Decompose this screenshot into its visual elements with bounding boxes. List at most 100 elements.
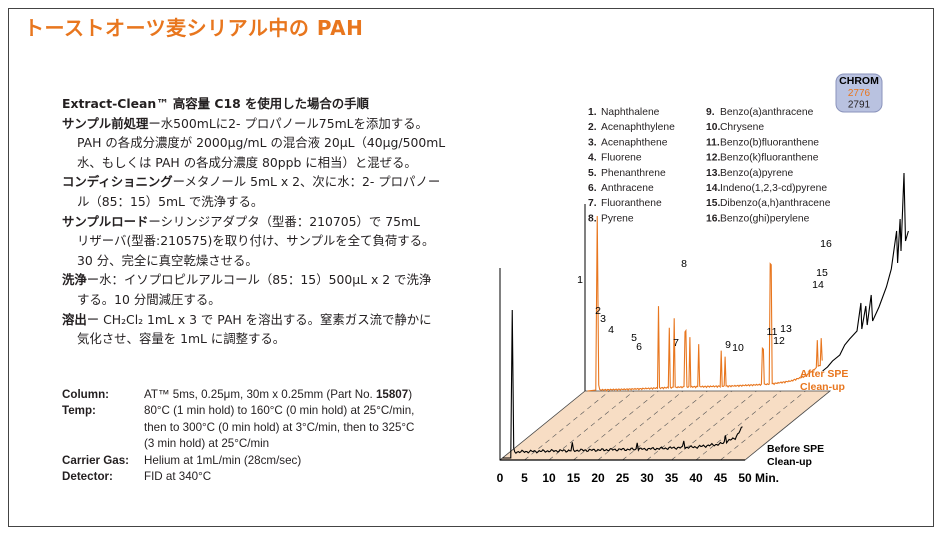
legend-name: Pyrene [601,213,634,224]
method-step-text: ーメタノール 5mL x 2、次に水：2- プロパノー [172,174,441,190]
condition-label: Carrier Gas: [62,453,130,467]
method-line: 30 分、完全に真空乾燥させる。 [62,251,482,271]
legend-number: 13. [706,168,720,179]
method-line: 気化させ、容量を 1mL に調整する。 [62,329,482,349]
method-heading: Extract-Clean™ 高容量 C18 を使用した場合の手順 [62,96,369,111]
figure-frame [8,8,934,527]
method-step-text: 気化させ、容量を 1mL に調整する。 [77,331,286,347]
condition-value-part: 15807 [375,388,409,401]
chrom-badge: CHROM 2776 2791 [835,73,883,113]
legend-name: Fluorene [601,153,642,164]
x-tick-label: 45 [714,471,728,485]
condition-value: (3 min hold) at 25°C/min [144,437,270,451]
peak-label: 6 [636,341,642,353]
method-step-text: PAH の各成分濃度が 2000μg/mL の混合液 20μL（40μg/500… [77,135,446,151]
method-line: 洗浄ー水：イソプロピルアルコール（85：15）500μL x 2 で洗浄 [62,270,482,290]
floor-gridline [524,390,610,461]
method-step-text: リザーバ(型番:210575)を取り付け、サンプルを全て負荷する。 [77,233,435,249]
legend-name: Benzo(a)pyrene [720,168,794,179]
legend-number: 11. [706,137,720,148]
method-line: する。10 分間減圧する。 [62,290,482,310]
condition-value: FID at 340°C [144,470,212,484]
condition-row: Detector: FID at 340°C [62,469,414,485]
badge-background [835,73,883,113]
floor-gridline [597,390,684,461]
peak-label: 9 [725,339,731,351]
x-tick-label: 5 [521,471,528,485]
x-tick-label: 40 [689,471,703,485]
peak-label: 5 [631,332,637,344]
method-line: リザーバ(型番:210575)を取り付け、サンプルを全て負荷する。 [62,231,482,251]
conditions-block: Column: AT™ 5ms, 0.25μm, 30m x 0.25mm (Pa… [62,387,414,485]
condition-value: 80°C (1 min hold) to 160°C (0 min hold) … [144,404,415,418]
after-series-line-late [822,172,909,372]
floor-gridline [646,390,733,461]
after-series-label: Clean-up [800,381,845,393]
method-step-text: ー CH₂Cl₂ 1mL x 3 で PAH を溶出する。窒素ガス流で静かに [86,311,432,327]
method-step-text: する。10 分間減圧する。 [77,291,221,307]
legend-name: Benzo(k)fluoranthene [720,153,819,164]
legend-number: 3. [588,137,597,148]
legend-number: 7. [588,198,597,209]
x-tick-label: 0 [497,471,504,485]
floor-gridline [744,390,831,461]
condition-row: then to 300°C (0 min hold) at 3°C/min, t… [62,420,414,436]
floor-gridline [573,390,659,461]
legend-number: 4. [588,153,597,164]
legend-number: 10. [706,122,720,133]
legend-name: Chrysene [720,122,764,133]
x-axis-label: Min. [755,471,779,485]
floor-gridline [622,390,708,461]
legend-name: Benzo(ghi)perylene [720,213,810,224]
x-tick-label: 35 [665,471,679,485]
condition-label: Temp: [62,404,96,418]
legend-number: 14. [706,183,720,194]
badge-title: CHROM [839,75,879,87]
legend-number: 2. [588,122,597,133]
floor-gridline [695,390,782,461]
method-line: 水、もしくは PAH の各成分濃度 80ppb に相当）と混ぜる。 [62,153,482,173]
x-tick-label: 30 [640,471,654,485]
peak-label: 1 [577,274,583,286]
x-tick-label: 25 [616,471,630,485]
legend-name: Indeno(1,2,3-cd)pyrene [720,183,827,194]
method-line: サンプル前処理ー水500mLに2- プロパノール75mLを添加する。 [62,114,482,134]
legend-name: Acenaphthylene [601,122,675,133]
method-step-text: ー水500mLに2- プロパノール75mLを添加する。 [148,115,428,131]
legend-name: Fluoranthene [601,198,662,209]
floor-gridline [548,390,635,461]
legend-number: 15. [706,198,720,209]
legend-name: Anthracene [601,183,654,194]
method-step-label: サンプルロード [62,213,149,229]
page-title: トーストオーツ麦シリアル中の PAH [24,16,364,40]
legend-number: 5. [588,168,597,179]
badge-number: 2776 [848,88,871,99]
before-series-line [502,309,743,459]
condition-value: then to 300°C (0 min hold) at 3°C/min, t… [144,420,415,434]
x-ticks: 0 5 10 15 20 25 30 35 40 45 50 Min. [497,471,779,485]
method-block: Extract-Clean™ 高容量 C18 を使用した場合の手順 サンプル前処… [62,94,482,349]
badge-number: 2791 [848,100,871,111]
peak-label: 2 [595,305,601,317]
condition-value: AT™ 5ms, 0.25μm, 30m x 0.25mm (Part No. … [144,387,412,403]
before-series-label: Clean-up [767,456,812,468]
method-line: PAH の各成分濃度が 2000μg/mL の混合液 20μL（40μg/500… [62,133,482,153]
condition-value-part: AT™ 5ms, 0.25μm, 30m x 0.25mm (Part No. [144,388,376,401]
peak-label: 4 [608,324,614,336]
method-step-text: 30 分、完全に真空乾燥させる。 [77,252,258,268]
legend-name: Phenanthrene [601,168,666,179]
method-lines: サンプル前処理ー水500mLに2- プロパノール75mLを添加する。 PAH の各… [62,114,482,349]
peak-label: 11 [767,326,778,338]
y-axis [499,204,586,460]
after-series-line [587,215,823,392]
legend-name: Naphthalene [601,107,660,118]
method-step-label: サンプル前処理 [62,115,149,131]
peak-label: 13 [780,323,792,335]
x-tick-label: 50 [738,471,752,485]
legend-number: 16. [706,213,720,224]
condition-row: Column: AT™ 5ms, 0.25μm, 30m x 0.25mm (Pa… [62,387,414,403]
x-tick-label: 10 [542,471,556,485]
peak-label: 15 [816,267,828,279]
